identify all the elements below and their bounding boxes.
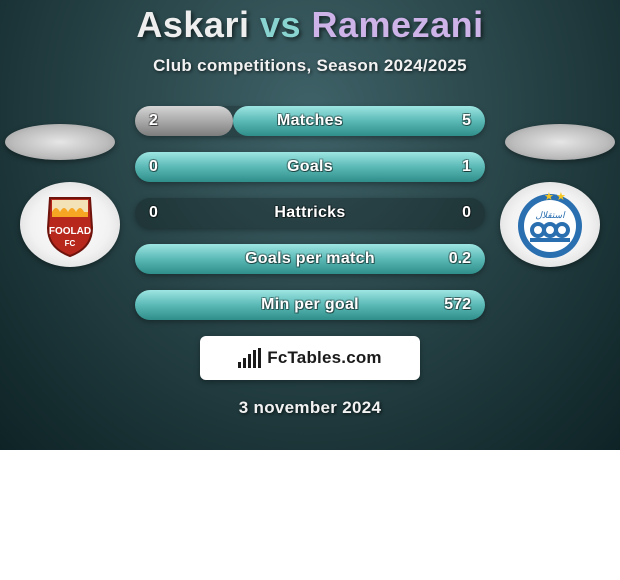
stat-label: Min per goal [135,290,485,320]
svg-text:FOOLAD: FOOLAD [49,226,91,237]
svg-text:ﺍﺳﺘﻘﻼﻝ: ﺍﺳﺘﻘﻼﻝ [535,210,566,220]
stat-row: Goals per match0.2 [135,244,485,274]
stat-row: 0Hattricks0 [135,198,485,228]
stat-label: Matches [135,106,485,136]
card-content: Askari vs Ramezani Club competitions, Se… [0,4,620,418]
page-title: Askari vs Ramezani [0,4,620,46]
vs-separator: vs [260,4,301,45]
footer-date: 3 november 2024 [0,398,620,418]
comparison-card: Askari vs Ramezani Club competitions, Se… [0,0,620,450]
svg-text:★: ★ [556,191,566,203]
stat-label: Goals per match [135,244,485,274]
player1-name: Askari [136,4,249,45]
esteghlal-crest-icon: ★ ★ ﺍﺳﺘﻘﻼﻝ [500,182,600,267]
stat-row: 0Goals1 [135,152,485,182]
svg-text:★: ★ [544,191,554,203]
player2-avatar-placeholder [505,124,615,160]
stat-label: Hattricks [135,198,485,228]
stat-value-right: 0 [462,198,471,228]
player2-name: Ramezani [312,4,484,45]
stat-value-right: 572 [444,290,471,320]
foolad-crest-icon: FOOLAD FC [20,182,120,267]
watermark-text: FcTables.com [267,348,382,368]
subtitle: Club competitions, Season 2024/2025 [0,56,620,76]
stat-value-right: 0.2 [449,244,471,274]
club-badge-left: FOOLAD FC [20,182,120,267]
stat-row: 2Matches5 [135,106,485,136]
stat-label: Goals [135,152,485,182]
bars-icon [238,348,261,368]
stat-value-right: 1 [462,152,471,182]
player1-avatar-placeholder [5,124,115,160]
stat-value-right: 5 [462,106,471,136]
club-badge-right: ★ ★ ﺍﺳﺘﻘﻼﻝ [500,182,600,267]
watermark-badge: FcTables.com [200,336,420,380]
stat-row: Min per goal572 [135,290,485,320]
svg-text:FC: FC [65,239,76,248]
